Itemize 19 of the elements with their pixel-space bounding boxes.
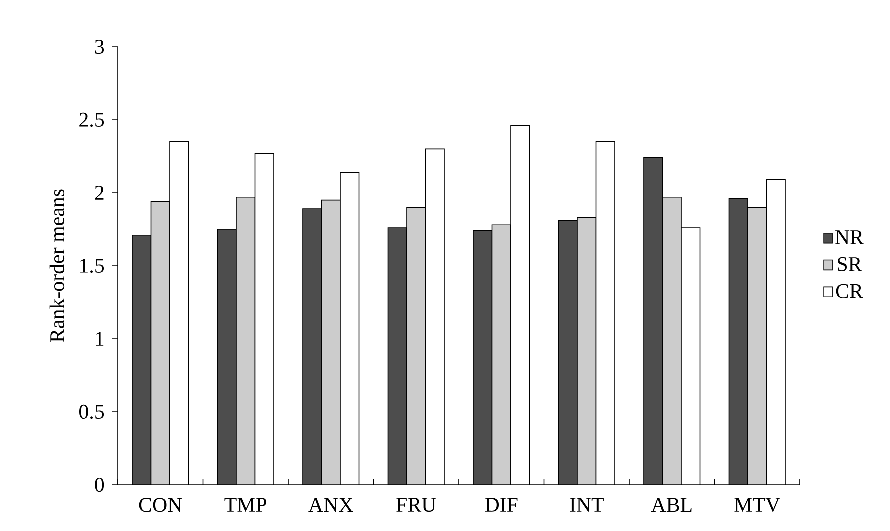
- y-tick-label: 2.5: [80, 112, 104, 128]
- y-tick-label: 1: [96, 332, 104, 346]
- x-tick-label: CON: [139, 498, 182, 512]
- y-tick-label: 0: [95, 478, 104, 492]
- x-tick-label: ANX: [308, 498, 354, 512]
- y-axis-title: Rank-order means: [50, 190, 65, 342]
- y-tick-label: 3: [95, 40, 104, 54]
- x-tick-label: INT: [570, 498, 604, 512]
- x-tick-label: ABL: [651, 498, 692, 512]
- x-tick-label: FRU: [396, 498, 436, 512]
- x-tick-label: DIF: [485, 498, 518, 512]
- x-tick-label: MTV: [734, 498, 780, 512]
- y-tick-label: 2: [95, 186, 104, 200]
- y-tick-label: 1.5: [80, 258, 104, 274]
- x-tick-label: TMP: [224, 498, 267, 512]
- legend-label: CR: [836, 284, 864, 298]
- legend-label: SR: [838, 257, 862, 272]
- y-tick-label: 0.5: [79, 404, 104, 420]
- legend-label: NR: [836, 230, 864, 244]
